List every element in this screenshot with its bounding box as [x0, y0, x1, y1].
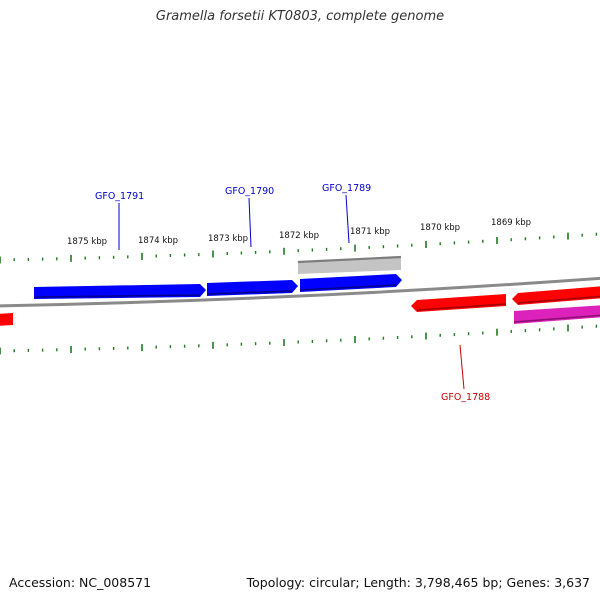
scale-label-1871: 1871 kbp: [350, 227, 390, 237]
gene-gfo-1791[interactable]: [33, 284, 206, 299]
scale-label-1869: 1869 kbp: [491, 218, 531, 228]
scale-label-1870: 1870 kbp: [420, 223, 460, 233]
gene-label-gfo-1791[interactable]: GFO_1791: [95, 191, 144, 202]
lower-tick-track: [0, 324, 598, 355]
leader-gfo-1790: [248, 197, 252, 248]
gene-label-gfo-1789[interactable]: GFO_1789: [322, 183, 371, 194]
gene-gfo-1790[interactable]: [206, 280, 298, 296]
scale-label-1872: 1872 kbp: [279, 231, 319, 241]
scale-label-1875: 1875 kbp: [67, 237, 107, 247]
gene-gfo-1788[interactable]: [411, 294, 507, 312]
gene-red-left-edge[interactable]: [0, 313, 13, 326]
label-leaders: [118, 194, 465, 390]
gene-labels: GFO_1791 GFO_1790 GFO_1789 GFO_1788: [95, 183, 490, 403]
gene-gfo-1789[interactable]: [299, 274, 402, 292]
accession-text: Accession: NC_008571: [9, 575, 152, 590]
gene-label-gfo-1790[interactable]: GFO_1790: [225, 186, 274, 197]
genome-backbone: [0, 276, 600, 308]
leader-gfo-1789: [345, 194, 350, 244]
feature-gray[interactable]: [297, 255, 402, 274]
gene-red-right[interactable]: [512, 286, 600, 305]
page-title: Gramella forsetii KT0803, complete genom…: [155, 9, 445, 24]
scale-labels: 1875 kbp 1874 kbp 1873 kbp 1872 kbp 1871…: [67, 218, 531, 247]
gene-label-gfo-1788[interactable]: GFO_1788: [441, 392, 490, 403]
gene-rna-right[interactable]: [513, 305, 600, 324]
scale-label-1874: 1874 kbp: [138, 236, 178, 246]
genome-summary-text: Topology: circular; Length: 3,798,465 bp…: [246, 575, 590, 590]
upper-tick-track: [0, 232, 598, 264]
scale-label-1873: 1873 kbp: [208, 234, 248, 244]
leader-gfo-1788: [459, 344, 465, 390]
